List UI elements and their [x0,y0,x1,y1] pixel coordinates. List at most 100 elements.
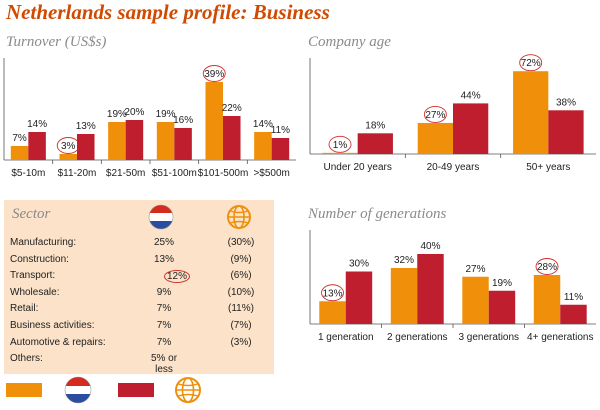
category-label: $5-10m [11,168,45,179]
sector-title: Sector [12,206,51,222]
page-title: Netherlands sample profile: Business [6,0,330,24]
bar-nl-0 [10,146,29,160]
legend-global-swatch [118,383,154,397]
sector-row: Transport: 12% (6%) [10,270,272,286]
data-label: 20% [124,107,144,118]
bar-global-2 [548,110,584,154]
data-label: 39% [204,69,224,80]
data-label: 13% [76,121,96,132]
sector-row: Others: 5% or less [10,353,272,375]
sector-row: Business activities: 7% (7%) [10,320,272,336]
highlight-circle [328,135,352,153]
data-label: 32% [394,255,414,266]
sector-global-value: (30%) [227,237,255,248]
bar-global-5 [271,138,290,160]
bar-nl-1 [59,154,77,160]
sector-name: Business activities: [10,320,95,331]
generations-title: Number of generations [308,206,447,222]
bar-global-2 [488,290,516,324]
sector-name: Manufacturing: [10,237,77,248]
sector-global-value: (10%) [227,286,255,298]
category-label: $11-20m [58,168,97,179]
data-label: 22% [222,103,242,114]
data-label: 3% [61,141,76,152]
sector-row: Automotive & repairs: 7% (3%) [10,337,272,353]
legend-globe-icon [175,377,201,403]
data-label: 13% [323,288,343,299]
netherlands-flag-icon [148,204,174,230]
data-label: 19% [107,109,127,120]
data-label: 27% [466,264,486,275]
highlight-circle [535,258,559,275]
sector-global-value: (11%) [228,303,254,315]
data-label: 28% [537,262,557,273]
bar-nl-1 [390,268,418,324]
highlight-circle: 12% [164,270,191,284]
data-label: 72% [521,58,541,69]
company-age-title: Company age [308,34,391,50]
bar-global-2 [125,120,144,160]
legend-nl-swatch [6,383,42,397]
bar-nl-2 [462,276,489,324]
sector-nl-value: 7% [156,303,172,315]
bar-nl-5 [254,132,272,160]
sector-name: Retail: [10,303,39,315]
highlight-circle [202,65,226,82]
category-label: 4+ generations [527,332,593,343]
sector-global-value: (3%) [230,336,252,348]
category-label: 50+ years [526,162,570,173]
data-label: 7% [12,133,27,144]
data-label: 1% [333,140,348,151]
sector-name: Construction: [10,253,69,265]
sector-panel: Sector Manufacturing: 25% (30%) Constructio… [4,200,274,375]
data-label: 19% [492,278,512,289]
category-label: $21-50m [106,168,145,179]
data-label: 40% [420,241,440,252]
data-label: 19% [156,109,176,120]
sector-name: Others: [10,353,43,365]
sector-name: Wholesale: [10,286,60,298]
category-label: Under 20 years [323,162,391,173]
highlight-circle [519,54,543,72]
data-label: 16% [173,115,193,126]
category-label: >$500m [253,168,289,179]
sector-row: Manufacturing: 25% (30%) [10,237,272,253]
data-label: 44% [461,90,481,101]
bar-nl-4 [205,82,223,160]
bar-nl-0 [319,301,346,324]
category-label: 3 generations [458,332,519,343]
highlight-circle [423,106,447,123]
category-label: $51-100m [152,168,197,179]
category-label: 2 generations [387,332,448,343]
category-label: 20-49 years [427,162,480,173]
sector-nl-value: 25% [153,237,174,248]
sector-nl-value: 7% [156,336,172,348]
bar-global-1 [453,103,489,154]
sector-row: Retail: 7% (11%) [10,303,272,319]
sector-row: Construction: 13% (9%) [10,254,272,270]
sector-global-value: (6%) [230,270,252,282]
globe-icon [227,205,251,229]
data-label: 18% [365,120,385,131]
sector-nl-value: 9% [156,286,172,298]
data-label: 38% [556,97,576,108]
sector-nl-value: 7% [156,320,172,331]
turnover-title: Turnover (US$s) [6,34,107,50]
bar-nl-0 [322,152,358,154]
sector-global-value: (7%) [230,320,252,331]
highlight-circle [321,284,344,302]
bar-nl-3 [156,122,175,160]
generations-chart: 13% 30% 1 generation 32% 40% 2 generations 27%… [309,230,596,343]
data-label: 30% [349,259,369,270]
data-label: 27% [425,110,445,121]
company-age-chart: 1% 18% Under 20 years 27% 44% 20-49 years 72% 3… [309,54,596,173]
bar-global-3 [174,128,192,160]
category-label: 1 generation [318,332,374,343]
category-label: $101-500m [198,168,249,179]
bar-global-3 [560,304,587,324]
bar-nl-2 [513,71,549,154]
sector-nl-value: 13% [153,253,174,265]
sector-global-value: (9%) [230,253,252,265]
bar-global-0 [28,132,46,160]
turnover-chart: 7%14%$5-10m3%13%$11-20m19%20%$21-50m19%1… [3,58,296,179]
